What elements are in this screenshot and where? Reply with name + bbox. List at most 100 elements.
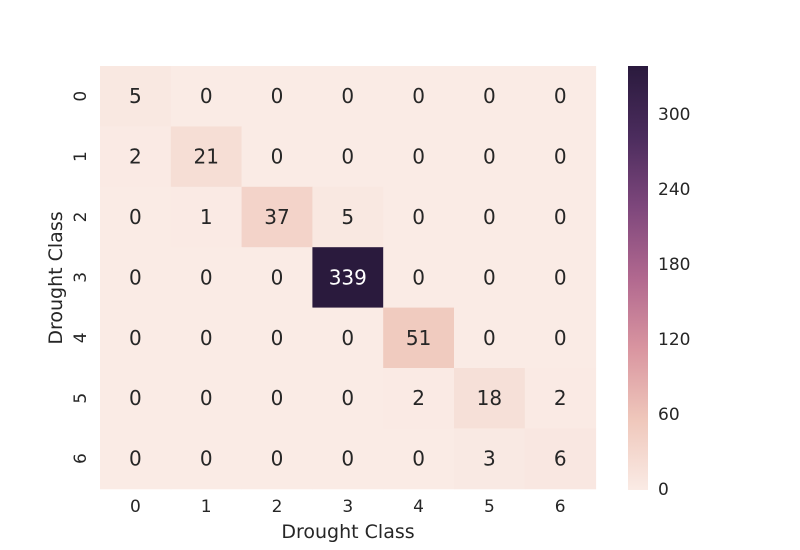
- cell-value-r1-c0: 2: [129, 145, 142, 169]
- heatmap-cell-r6-c2: [241, 428, 313, 490]
- x-tick-6: 6: [555, 497, 566, 517]
- heatmap-cell-r6-c3: [312, 428, 384, 490]
- x-tick-2: 2: [272, 497, 283, 517]
- y-tick-1: 1: [71, 151, 91, 162]
- cell-value-r4-c6: 0: [554, 326, 567, 350]
- heatmap-cell-r2-c5: [454, 186, 526, 248]
- heatmap-cell-r5-c4: [383, 368, 455, 429]
- x-tick-4: 4: [413, 497, 424, 517]
- colorbar: [628, 66, 648, 490]
- heatmap-cell-r3-c1: [170, 247, 243, 309]
- cell-value-r3-c2: 0: [271, 265, 284, 289]
- heatmap-cell-r4-c5: [454, 307, 526, 369]
- x-tick-labels: 0 1 2 3 4 5 6: [130, 497, 566, 517]
- cell-value-r2-c2: 37: [264, 205, 289, 229]
- cell-value-r1-c6: 0: [554, 145, 567, 169]
- cell-value-r0-c2: 0: [271, 84, 284, 108]
- heatmap-cell-r1-c0: [100, 126, 172, 188]
- colorbar-tick-60: 60: [658, 405, 680, 425]
- cell-value-r4-c4: 51: [406, 326, 431, 350]
- heatmap-cell-r0-c1: [170, 66, 243, 127]
- x-tick-5: 5: [484, 497, 495, 517]
- cell-value-r2-c4: 0: [412, 205, 425, 229]
- cell-value-r2-c0: 0: [129, 205, 142, 229]
- y-tick-3: 3: [71, 272, 91, 283]
- cell-value-r6-c0: 0: [129, 447, 142, 471]
- colorbar-tick-120: 120: [658, 330, 690, 350]
- cell-value-r0-c0: 5: [129, 84, 142, 108]
- heatmap-cell-r3-c6: [524, 247, 597, 309]
- heatmap-cell-r0-c4: [383, 66, 455, 127]
- cell-value-r0-c5: 0: [483, 84, 496, 108]
- x-tick-3: 3: [342, 497, 353, 517]
- heatmap-cell-r4-c4: [383, 307, 455, 369]
- cell-value-r1-c1: 21: [193, 145, 218, 169]
- heatmap-cell-r2-c0: [100, 186, 172, 248]
- heatmap-cell-r5-c2: [241, 368, 313, 429]
- heatmap-cell-r3-c0: [100, 247, 172, 309]
- cell-value-r3-c4: 0: [412, 265, 425, 289]
- heatmap-cell-r2-c3: [312, 186, 384, 248]
- cell-value-r6-c2: 0: [271, 447, 284, 471]
- heatmap-cell-r3-c4: [383, 247, 455, 309]
- cell-value-r3-c3: 339: [329, 265, 367, 289]
- heatmap-cell-r6-c5: [454, 428, 526, 490]
- colorbar-tick-0: 0: [658, 480, 669, 500]
- heatmap-cell-r1-c3: [312, 126, 384, 188]
- heatmap-cell-r1-c1: [170, 126, 243, 188]
- y-tick-5: 5: [71, 393, 91, 404]
- cell-value-r4-c5: 0: [483, 326, 496, 350]
- y-axis-label: Drought Class: [45, 211, 67, 344]
- cell-value-r4-c2: 0: [271, 326, 284, 350]
- heatmap-cell-r2-c6: [524, 186, 597, 248]
- heatmap-cell-r4-c1: [170, 307, 243, 369]
- cell-value-r0-c6: 0: [554, 84, 567, 108]
- heatmap-cell-r6-c4: [383, 428, 455, 490]
- cell-value-r3-c0: 0: [129, 265, 142, 289]
- y-tick-4: 4: [71, 332, 91, 343]
- heatmap-cell-r0-c0: [100, 66, 172, 127]
- y-tick-labels: 0 1 2 3 4 5 6: [71, 91, 91, 464]
- cell-value-r6-c1: 0: [200, 447, 213, 471]
- heatmap-cell-r0-c2: [241, 66, 313, 127]
- y-tick-0: 0: [71, 91, 91, 102]
- heatmap-cell-r6-c0: [100, 428, 172, 490]
- cell-value-r1-c4: 0: [412, 145, 425, 169]
- cell-value-r1-c5: 0: [483, 145, 496, 169]
- cell-value-r1-c3: 0: [341, 145, 354, 169]
- cell-value-r3-c6: 0: [554, 265, 567, 289]
- cell-value-r5-c2: 0: [271, 386, 284, 410]
- cell-value-r5-c3: 0: [341, 386, 354, 410]
- cell-value-r0-c3: 0: [341, 84, 354, 108]
- heatmap-cell-r4-c0: [100, 307, 172, 369]
- cell-value-r4-c0: 0: [129, 326, 142, 350]
- colorbar-tick-300: 300: [658, 105, 690, 125]
- cell-value-r6-c5: 3: [483, 447, 496, 471]
- cell-value-r5-c0: 0: [129, 386, 142, 410]
- cell-value-r4-c1: 0: [200, 326, 213, 350]
- heatmap-cell-r4-c3: [312, 307, 384, 369]
- cell-value-r5-c5: 18: [477, 386, 502, 410]
- heatmap-cell-r6-c6: [524, 428, 597, 490]
- colorbar-tick-labels: 0 60 120 180 240 300: [658, 105, 690, 500]
- cell-value-r2-c5: 0: [483, 205, 496, 229]
- heatmap-cell-r4-c6: [524, 307, 597, 369]
- cell-value-r2-c6: 0: [554, 205, 567, 229]
- heatmap-cell-r0-c6: [524, 66, 597, 127]
- cell-value-r1-c2: 0: [271, 145, 284, 169]
- cell-value-r0-c4: 0: [412, 84, 425, 108]
- heatmap-cell-r3-c2: [241, 247, 313, 309]
- cell-value-r6-c3: 0: [341, 447, 354, 471]
- heatmap-cell-r1-c6: [524, 126, 597, 188]
- heatmap-cell-r5-c6: [524, 368, 597, 429]
- x-tick-0: 0: [130, 497, 141, 517]
- heatmap-cell-r0-c5: [454, 66, 526, 127]
- cell-value-r5-c4: 2: [412, 386, 425, 410]
- cell-value-r2-c1: 1: [200, 205, 213, 229]
- heatmap-cell-r2-c2: [241, 186, 313, 248]
- y-tick-6: 6: [71, 453, 91, 464]
- heatmap-cell-r5-c1: [170, 368, 243, 429]
- heatmap-cell-r0-c3: [312, 66, 384, 127]
- heatmap-cells: 5 0 0 0 0 0 0 2 21 0 0 0 0 0 0 1 37 5 0 0 0 0 0 0 339 0 0 0 0 0 0 0 51 0 0…: [100, 66, 597, 490]
- heatmap-cell-r5-c5: [454, 368, 526, 429]
